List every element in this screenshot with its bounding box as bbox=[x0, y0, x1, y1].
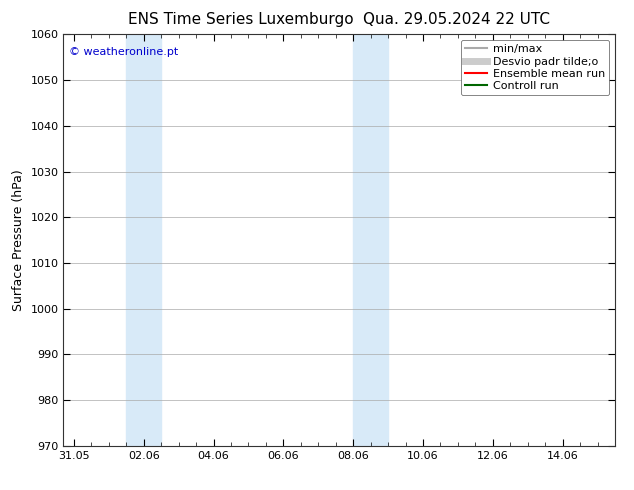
Text: © weatheronline.pt: © weatheronline.pt bbox=[69, 47, 178, 57]
Bar bbox=[371, 34, 388, 446]
Bar bbox=[144, 34, 161, 446]
Legend: min/max, Desvio padr tilde;o, Ensemble mean run, Controll run: min/max, Desvio padr tilde;o, Ensemble m… bbox=[460, 40, 609, 96]
Y-axis label: Surface Pressure (hPa): Surface Pressure (hPa) bbox=[12, 169, 25, 311]
Text: Qua. 29.05.2024 22 UTC: Qua. 29.05.2024 22 UTC bbox=[363, 12, 550, 27]
Bar bbox=[353, 34, 371, 446]
Text: ENS Time Series Luxemburgo: ENS Time Series Luxemburgo bbox=[128, 12, 354, 27]
Bar bbox=[126, 34, 144, 446]
